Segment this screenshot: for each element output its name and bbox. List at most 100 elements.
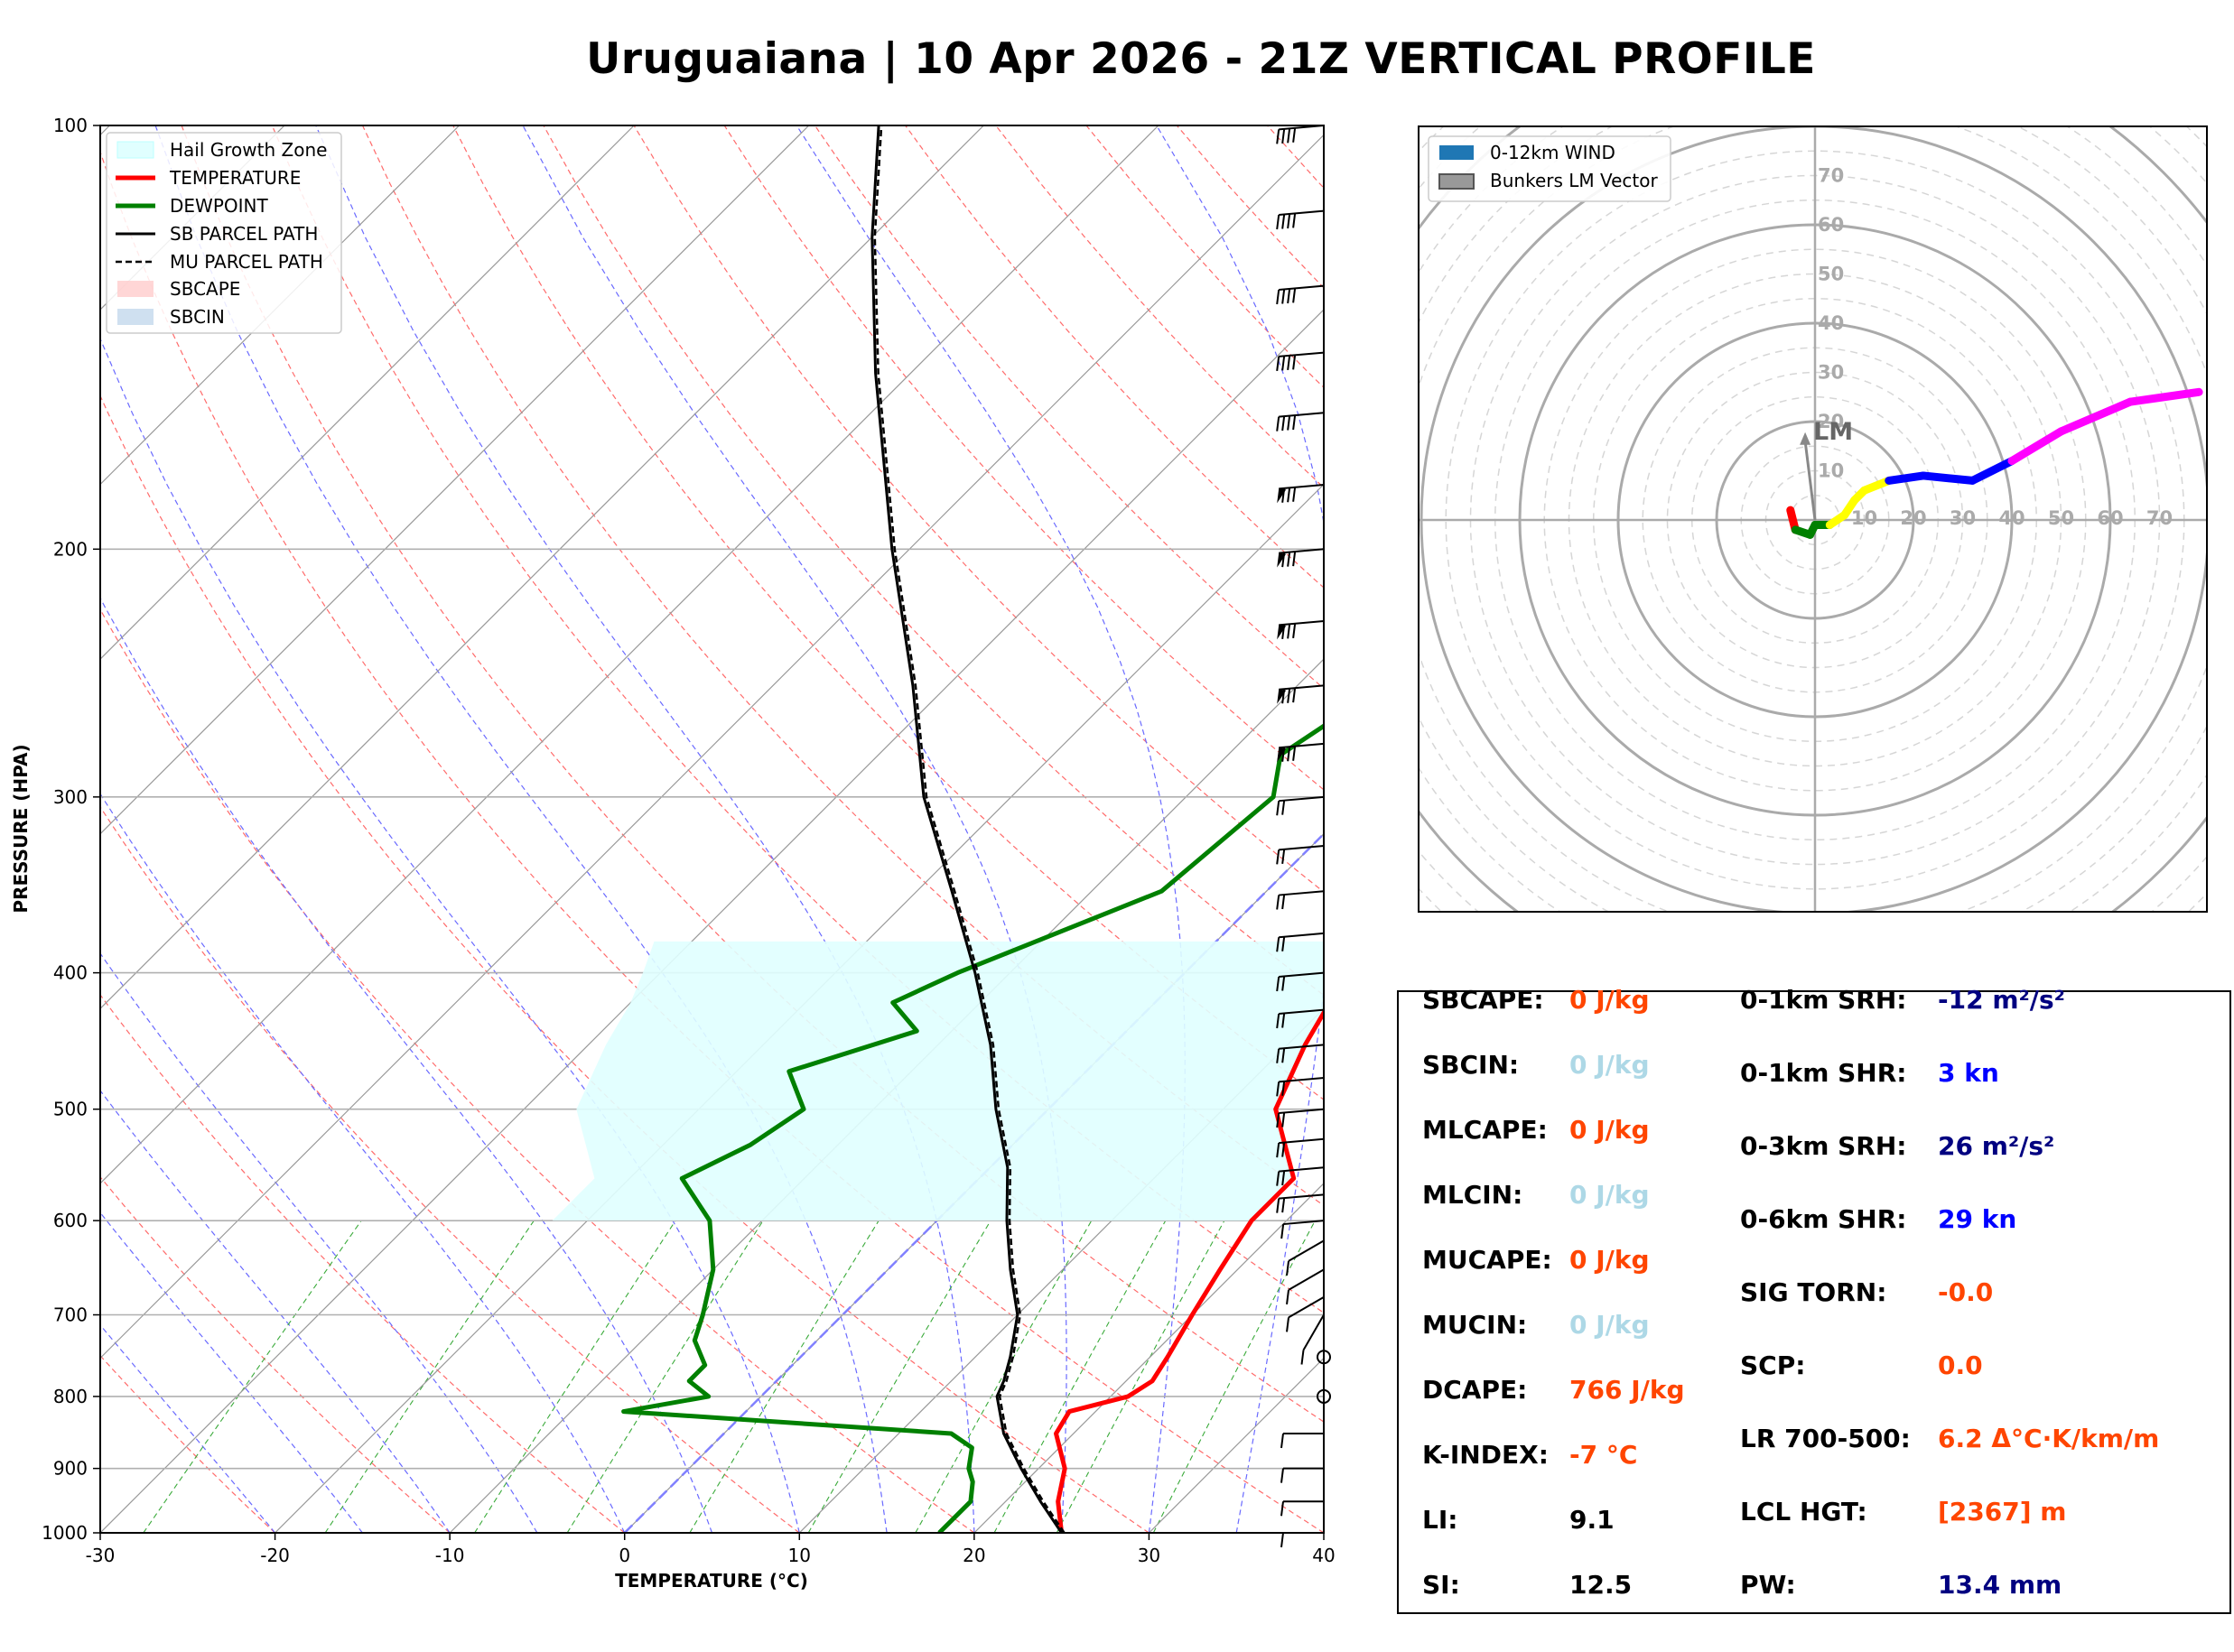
wind-barb xyxy=(1286,1239,1325,1276)
dry-adiabat xyxy=(100,608,975,1533)
y-tick-label: 600 xyxy=(53,1210,88,1231)
isotherm xyxy=(275,483,1324,1533)
stat-value: 13.4 mm xyxy=(1938,1570,2062,1600)
moist-adiabat xyxy=(522,125,1067,1533)
dry-adiabat xyxy=(1266,125,1324,189)
stat-value: 0 J/kg xyxy=(1569,1245,1650,1275)
calm-wind-marker xyxy=(1317,1350,1331,1365)
isotherm xyxy=(100,125,984,1010)
stat-value: 0 J/kg xyxy=(1569,1115,1650,1145)
wind-barb xyxy=(1280,1432,1324,1449)
x-tick-label: 10 xyxy=(788,1545,811,1566)
wind-barb xyxy=(1276,890,1325,910)
isotherm xyxy=(100,134,1324,1360)
hodograph-segment xyxy=(2007,427,2065,466)
mixing-ratio-line xyxy=(474,1220,676,1533)
dry-adiabat xyxy=(181,125,1324,1423)
stat-label: MUCIN: xyxy=(1422,1310,1528,1340)
legend-lm-swatch xyxy=(1438,173,1475,190)
dry-adiabat xyxy=(100,394,1150,1533)
mixing-ratio-line xyxy=(1152,1220,1316,1533)
moist-adiabat xyxy=(100,337,800,1533)
y-tick-label: 500 xyxy=(53,1099,88,1120)
stat-value: 3 kn xyxy=(1938,1058,1999,1088)
legend-sbcape-label: SBCAPE xyxy=(170,278,240,300)
isotherm xyxy=(1323,1532,1324,1533)
moist-adiabat xyxy=(100,1211,363,1533)
legend-hail-label: Hail Growth Zone xyxy=(170,139,327,161)
stat-value: 6.2 Δ°C·K/km/m xyxy=(1938,1424,2160,1453)
ring-label-x: 40 xyxy=(1998,507,2025,529)
legend-mu-parcel-label: MU PARCEL PATH xyxy=(170,251,323,273)
stat-label: SI: xyxy=(1422,1570,1460,1600)
wind-barb xyxy=(1276,1193,1325,1213)
moist-adiabat xyxy=(796,125,1186,1533)
legend-lm-label: Bunkers LM Vector xyxy=(1490,170,1659,191)
y-tick-label: 800 xyxy=(53,1386,88,1407)
moist-adiabat xyxy=(100,793,626,1533)
stat-label: LCL HGT: xyxy=(1740,1497,1867,1527)
y-tick-label: 1000 xyxy=(42,1522,88,1544)
dry-adiabat xyxy=(452,125,1324,1100)
stats-panel: SBCAPE: 0 J/kg SBCIN: 0 J/kg MLCAPE: 0 J/kg ML… xyxy=(1397,985,2231,1614)
stat-value: 0 J/kg xyxy=(1569,1180,1650,1210)
x-tick-label: 0 xyxy=(619,1545,630,1566)
stat-label: LR 700-500: xyxy=(1740,1424,1911,1453)
ring-label-y: 50 xyxy=(1818,264,1844,285)
ring-label-y: 20 xyxy=(1818,411,1844,432)
dry-adiabat xyxy=(100,150,1324,1533)
hodograph-legend: 0-12km WIND Bunkers LM Vector xyxy=(1428,135,1671,202)
dewpoint-line xyxy=(621,723,1324,1533)
dry-adiabat xyxy=(100,805,800,1533)
isotherm xyxy=(100,125,810,835)
mu-parcel-path-line xyxy=(873,125,1066,1533)
moist-adiabat xyxy=(100,952,538,1533)
calm-wind-marker xyxy=(1317,1388,1331,1404)
ring-label-x: 30 xyxy=(1950,507,1976,529)
isotherm xyxy=(100,125,460,486)
ring-label-y: 40 xyxy=(1818,312,1844,334)
dry-adiabat xyxy=(1176,125,1324,289)
stat-value: 0 J/kg xyxy=(1569,1050,1650,1080)
isotherm xyxy=(798,1007,1324,1533)
stat-label: SIG TORN: xyxy=(1740,1277,1887,1307)
skewt-xlabel: TEMPERATURE (°C) xyxy=(615,1570,808,1592)
stat-label: MLCAPE: xyxy=(1422,1115,1548,1145)
wind-barb xyxy=(1280,1220,1325,1239)
y-tick-label: 300 xyxy=(53,786,88,808)
wind-barb xyxy=(1286,1296,1325,1332)
dry-adiabat xyxy=(1085,125,1324,389)
dry-adiabat xyxy=(361,125,1324,1207)
dry-adiabat xyxy=(633,125,1324,893)
y-tick-label: 700 xyxy=(53,1304,88,1326)
y-tick-label: 900 xyxy=(53,1458,88,1480)
mixing-ratio-line xyxy=(689,1220,880,1533)
isotherm xyxy=(449,658,1324,1533)
stat-label: LI: xyxy=(1422,1505,1458,1535)
legend-sbcape-swatch xyxy=(117,281,154,297)
wind-barb xyxy=(1276,1137,1325,1158)
dry-adiabat xyxy=(723,125,1324,791)
wind-barb xyxy=(1280,1467,1324,1483)
ring-label-y: 30 xyxy=(1818,362,1844,384)
stat-label: 0-6km SHR: xyxy=(1740,1204,1907,1234)
stat-label: K-INDEX: xyxy=(1422,1440,1549,1470)
ring-label-x: 60 xyxy=(2097,507,2123,529)
stat-label: PW: xyxy=(1740,1570,1796,1600)
stat-value: [2367] m xyxy=(1938,1497,2067,1527)
legend-wind-label: 0-12km WIND xyxy=(1490,142,1615,163)
wind-barb xyxy=(1276,209,1325,230)
x-tick-label: -20 xyxy=(260,1545,290,1566)
stat-label: SCP: xyxy=(1740,1350,1806,1380)
temperature-line xyxy=(1054,1007,1324,1533)
x-tick-label: 30 xyxy=(1138,1545,1160,1566)
stat-label: 0-1km SHR: xyxy=(1740,1058,1907,1088)
stat-label: MUCAPE: xyxy=(1422,1245,1552,1275)
stat-value: 29 kn xyxy=(1938,1204,2017,1234)
isotherm xyxy=(100,125,635,660)
stat-value: 0 J/kg xyxy=(1569,985,1650,1015)
ring-label-x: 70 xyxy=(2146,507,2173,529)
stat-value: 0.0 xyxy=(1938,1350,1983,1380)
wind-barb xyxy=(1277,548,1325,568)
isotherm xyxy=(100,125,285,311)
